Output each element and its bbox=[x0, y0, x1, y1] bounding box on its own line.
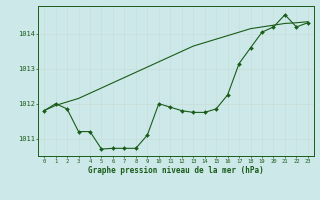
X-axis label: Graphe pression niveau de la mer (hPa): Graphe pression niveau de la mer (hPa) bbox=[88, 166, 264, 175]
